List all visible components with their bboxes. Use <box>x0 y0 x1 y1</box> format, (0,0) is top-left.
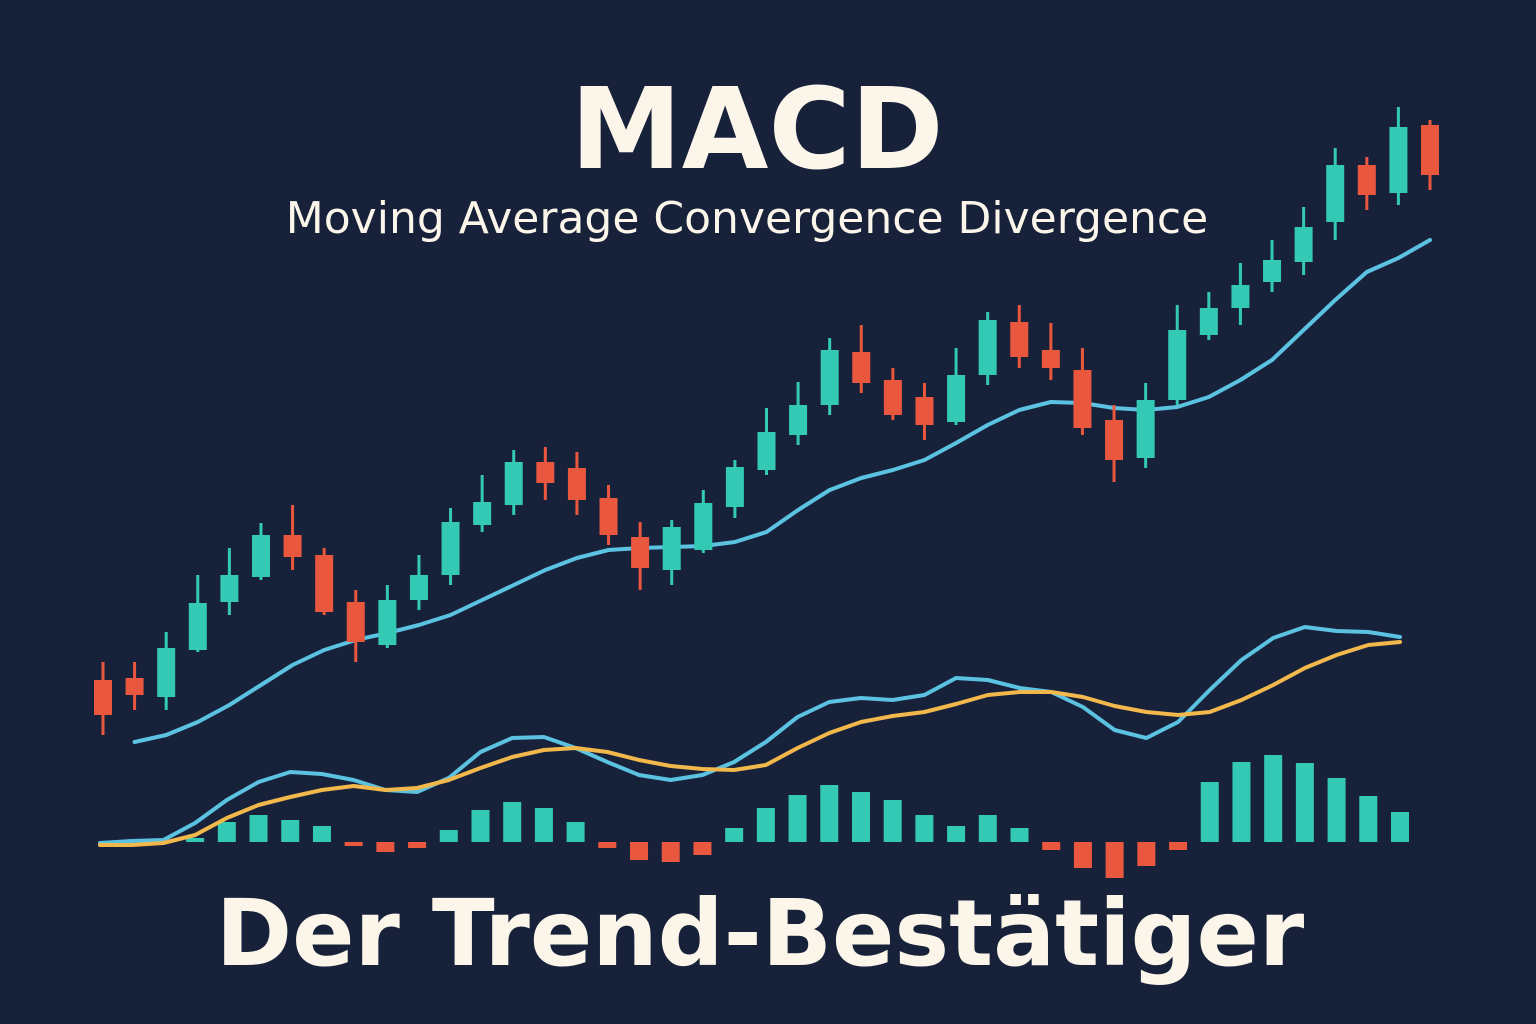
candle-body <box>1041 350 1060 368</box>
candle-body <box>1231 285 1250 308</box>
histogram-bar <box>1391 812 1409 842</box>
tagline: Der Trend-Bestätiger <box>216 880 1305 987</box>
candle-body <box>1136 400 1155 458</box>
candle-body <box>504 462 523 505</box>
candle-body <box>220 575 239 602</box>
candle-body <box>978 320 997 375</box>
histogram-bar <box>281 820 300 842</box>
candle-body <box>1421 125 1439 175</box>
candle-body <box>157 648 176 697</box>
candle-body <box>883 380 902 415</box>
candle-body <box>1105 420 1124 460</box>
candle-body <box>631 537 650 568</box>
candle-body <box>283 535 302 557</box>
histogram-bar <box>756 808 775 842</box>
histogram-bar <box>1105 842 1124 878</box>
histogram-bar <box>978 815 997 842</box>
candle-body <box>473 502 492 525</box>
candle-body <box>1389 127 1408 193</box>
candle-body <box>1199 308 1218 335</box>
histogram-bar <box>1200 782 1219 842</box>
histogram-bar <box>217 822 236 842</box>
histogram-bar <box>376 842 395 852</box>
candle-body <box>251 535 270 577</box>
histogram-bar <box>1295 763 1314 842</box>
histogram-bar <box>1264 755 1283 842</box>
histogram-bar <box>661 842 680 862</box>
histogram-bar <box>788 795 807 842</box>
candle-body <box>1073 370 1092 428</box>
candle-body <box>315 555 334 612</box>
histogram-bar <box>408 842 427 848</box>
histogram-bar <box>820 785 839 842</box>
histogram-bar <box>851 792 870 842</box>
candle-body <box>1263 260 1282 282</box>
histogram-bar <box>503 802 522 842</box>
macd-line <box>98 640 1402 847</box>
candle-body <box>852 352 871 383</box>
candle-body <box>536 462 555 483</box>
chart-title: MACD <box>570 65 943 195</box>
candle-body <box>1010 322 1029 357</box>
candle-body <box>409 575 428 600</box>
histogram-bar <box>1232 762 1251 842</box>
candle-body <box>1357 165 1376 195</box>
candle-body <box>725 467 744 507</box>
candle-body <box>789 405 808 435</box>
histogram-bar <box>1073 842 1092 868</box>
candle-body <box>1168 330 1187 400</box>
candle-body <box>1326 165 1345 222</box>
histogram-bar <box>534 808 553 842</box>
candle-body <box>188 603 207 650</box>
histogram-bar <box>630 842 649 860</box>
histogram-bar <box>566 822 585 842</box>
histogram-bar <box>186 838 205 842</box>
histogram-bar <box>439 830 458 842</box>
candle-body <box>378 600 397 645</box>
histogram-bar <box>883 800 902 842</box>
candle-body <box>567 468 586 500</box>
chart-subtitle: Moving Average Convergence Divergence <box>286 193 1208 244</box>
plot <box>94 107 1439 878</box>
histogram-bar <box>1359 796 1378 842</box>
candle-body <box>94 680 112 715</box>
histogram-bar <box>1169 842 1188 850</box>
histogram-bar <box>947 826 966 842</box>
candle-body <box>694 503 713 550</box>
candle-body <box>662 527 681 570</box>
histogram-bar <box>471 810 490 842</box>
candle-body <box>915 397 934 425</box>
histogram-bar <box>1042 842 1061 850</box>
candle-body <box>757 432 776 470</box>
candle-body <box>820 350 839 405</box>
histogram-bar <box>312 826 331 842</box>
histogram-bar <box>1010 828 1029 842</box>
candle-body <box>1294 227 1313 262</box>
histogram-bar <box>598 842 617 848</box>
histogram-bar <box>344 842 363 846</box>
candle-body <box>441 522 460 575</box>
macd-line <box>98 625 1402 845</box>
candle-body <box>346 602 365 642</box>
candle-body <box>947 375 966 422</box>
histogram-bar <box>693 842 712 855</box>
candle-body <box>125 678 144 695</box>
histogram-bar <box>1137 842 1156 866</box>
histogram-bar <box>725 828 744 842</box>
histogram-bar <box>915 815 934 842</box>
histogram-bar <box>1327 778 1346 842</box>
candle-body <box>599 498 618 535</box>
histogram-bar <box>249 815 268 842</box>
